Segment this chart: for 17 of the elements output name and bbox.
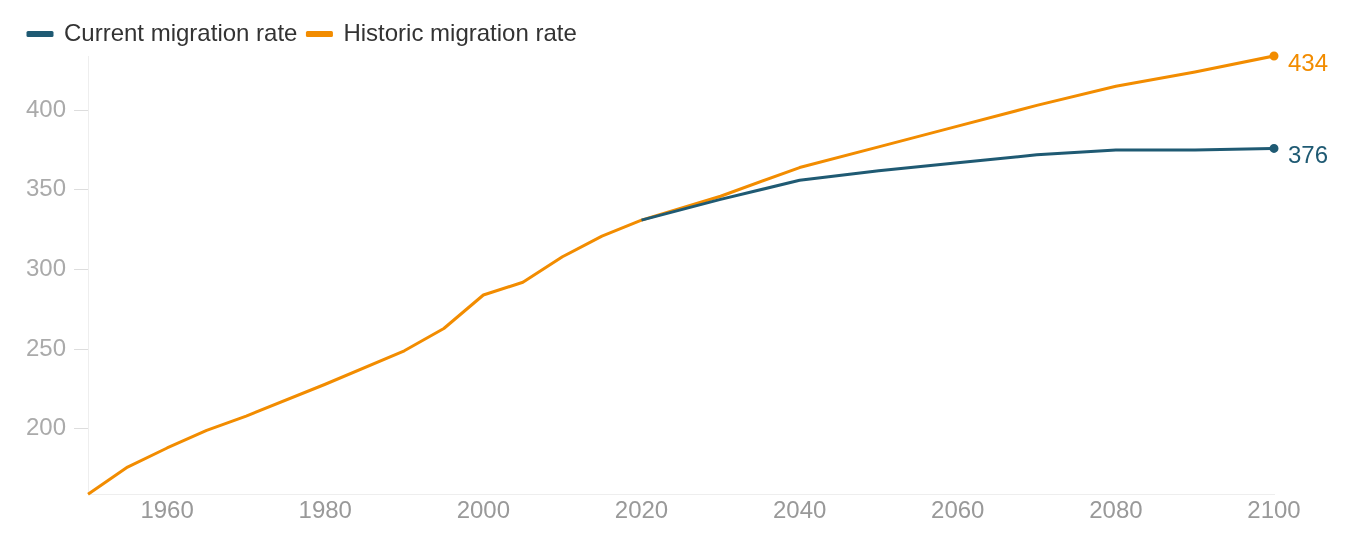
x-tick-label: 2080 <box>1089 496 1143 524</box>
x-tick-label: 2000 <box>456 496 511 524</box>
data-label: 434 <box>1288 48 1329 76</box>
x-tick-label: 2100 <box>1247 496 1301 524</box>
y-tick-label: 300 <box>26 254 67 282</box>
y-tick-label: 250 <box>26 333 67 361</box>
x-tick-label: 1980 <box>298 496 352 524</box>
x-tick-label: 2020 <box>614 496 669 524</box>
y-tick-label: 350 <box>26 174 67 202</box>
legend-label: Historic migration rate <box>343 18 577 46</box>
x-tick-label: 2060 <box>931 496 985 524</box>
y-tick-label: 400 <box>26 94 67 122</box>
y-tick-label: 200 <box>26 413 67 441</box>
legend-label: Current migration rate <box>64 18 298 46</box>
x-tick-label: 1960 <box>140 496 194 524</box>
x-tick-label: 2040 <box>772 496 827 524</box>
data-label: 376 <box>1288 141 1329 169</box>
